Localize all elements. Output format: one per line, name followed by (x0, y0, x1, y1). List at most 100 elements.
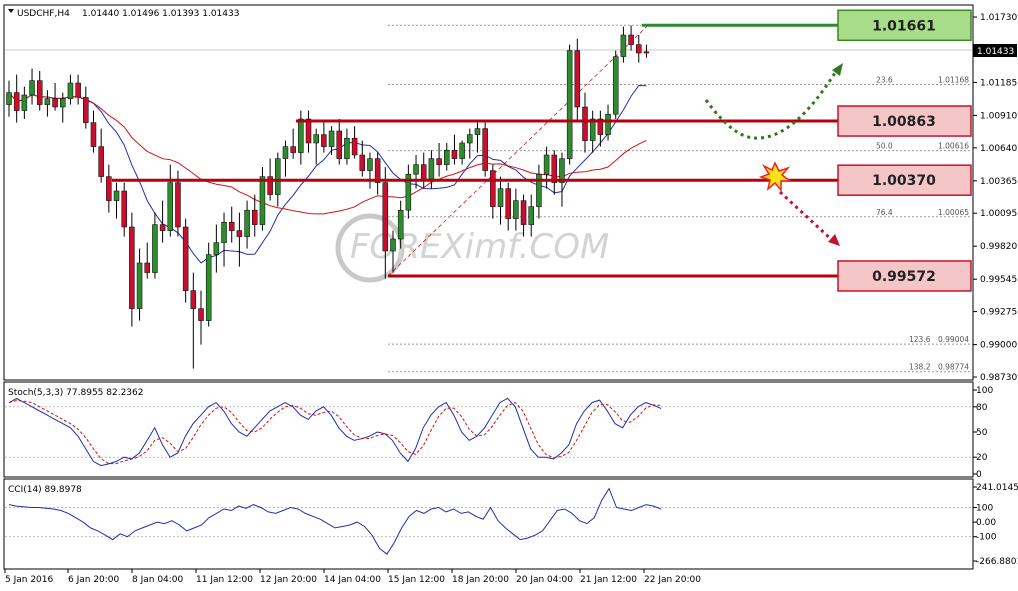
bear-candle (374, 158, 381, 183)
main-pane-frame (3, 4, 974, 381)
header-symbol: USDCHF,H4 (17, 9, 70, 19)
cci-tick-label: 100 (976, 504, 993, 514)
stochastic-oscillator (5, 397, 972, 467)
stoch-tick-label: 80 (976, 403, 988, 413)
watermark-text: FOREXimf.COM (350, 227, 609, 267)
level-box-label: 1.01661 (872, 18, 936, 34)
support-resistance-levels: 1.01661 1.00863 1.00370 0.99572 (112, 9, 972, 292)
price-tick-label: 0.99275 (980, 308, 1017, 318)
bear-candle (582, 106, 588, 141)
bear-candle (236, 230, 243, 237)
bull-candle (282, 146, 289, 159)
stoch-main-line (8, 397, 662, 467)
price-tick-label: 1.00640 (980, 144, 1017, 154)
level-box-label: 1.00863 (872, 114, 936, 130)
bull-candle (474, 128, 481, 135)
bull-candle (444, 149, 450, 165)
stoch-tick-label: 20 (976, 453, 988, 463)
bear-candle (267, 176, 273, 195)
bear-candle (182, 226, 189, 291)
bullish-arrow-head-icon (832, 63, 843, 76)
bull-candle (620, 34, 627, 57)
bull-candle (21, 94, 28, 111)
cci-pane-frame (3, 478, 974, 570)
bull-candle (275, 158, 281, 195)
bear-candle (13, 92, 20, 111)
cci-line (8, 487, 662, 555)
bull-candle (60, 98, 66, 108)
bull-candle (428, 158, 435, 180)
price-tick-label: 1.00365 (980, 177, 1017, 187)
bull-candle (259, 176, 266, 225)
price-tick-label: 0.98730 (980, 373, 1017, 383)
time-tick-label: 8 Jan 04:00 (132, 575, 184, 585)
bear-candle (359, 154, 366, 171)
fib-ratio-label: 23.6 (876, 75, 893, 84)
level-box (837, 105, 972, 137)
bear-candle (290, 146, 296, 153)
bull-candle (612, 56, 619, 115)
time-tick-label: 11 Jan 12:00 (196, 575, 253, 585)
bull-candle (29, 80, 35, 96)
bear-candle (321, 134, 327, 147)
price-tick-label: 0.99545 (980, 275, 1017, 285)
bull-candle (405, 173, 412, 211)
cci-title: CCI(14) 89.8978 (8, 485, 82, 495)
stoch-tick-label: 0 (976, 470, 982, 480)
bearish-path-arrow (778, 190, 834, 242)
time-tick-label: 12 Jan 20:00 (260, 575, 317, 585)
bull-candle (205, 254, 212, 321)
bear-candle (436, 158, 442, 165)
header-dropdown-icon[interactable] (8, 9, 14, 13)
breakout-star-icon (758, 161, 793, 193)
bear-candle (228, 221, 235, 231)
time-axis: 5 Jan 2016 6 Jan 20:00 8 Jan 04:00 11 Jan 1… (4, 569, 701, 585)
cci-tick-label: 0.00 (976, 518, 996, 528)
bear-candle (106, 176, 112, 201)
time-tick-label: 5 Jan 2016 (5, 575, 53, 585)
bull-candle (559, 158, 565, 183)
bear-candle (520, 200, 527, 225)
target-level-box (837, 9, 972, 42)
fib-value-label: 1.01168 (938, 75, 969, 84)
bear-candle (129, 226, 135, 309)
price-tick-label: 1.01185 (980, 78, 1017, 88)
cci-tick-label: -100 (976, 533, 997, 543)
fib-ratio-label: 123.6 (909, 335, 931, 344)
bull-candle (167, 182, 174, 231)
time-tick-label: 21 Jan 12:00 (580, 575, 637, 585)
bull-candle (298, 118, 304, 153)
bull-candle (605, 113, 611, 135)
price-tick-label: 1.01730 (980, 13, 1017, 23)
bull-candle (244, 209, 250, 237)
time-tick-label: 22 Jan 20:00 (644, 575, 701, 585)
fib-value-label: 0.98774 (938, 363, 969, 372)
bear-candle (336, 130, 342, 159)
bull-candle (513, 200, 519, 219)
level-box (837, 260, 972, 292)
stoch-signal-line (8, 399, 662, 465)
bear-candle (198, 308, 204, 321)
fib-value-label: 1.00616 (938, 142, 969, 151)
bear-candle (643, 51, 650, 54)
bear-candle (159, 224, 166, 231)
bear-candle (628, 34, 634, 45)
bear-candle (505, 188, 511, 219)
bull-candle (536, 173, 542, 207)
price-tick-label: 0.99820 (980, 242, 1017, 252)
bull-candle (313, 134, 319, 144)
bull-candle (497, 188, 504, 207)
fib-ratio-label: 138.2 (909, 363, 931, 372)
bull-candle (390, 238, 396, 252)
cci-tick-label: -266.8801 (976, 557, 1018, 567)
bear-candle (597, 118, 604, 135)
fib-ratio-label: 76.4 (876, 208, 893, 217)
price-axis: 1.017301.014551.011851.009101.006401.003… (973, 13, 1017, 383)
candlesticks (6, 25, 650, 369)
bull-candle (367, 158, 373, 171)
bull-candle (136, 262, 143, 309)
bull-candle (344, 137, 350, 159)
bull-candle (221, 221, 227, 243)
stoch-tick-label: 100 (976, 386, 993, 396)
bear-candle (490, 170, 496, 207)
